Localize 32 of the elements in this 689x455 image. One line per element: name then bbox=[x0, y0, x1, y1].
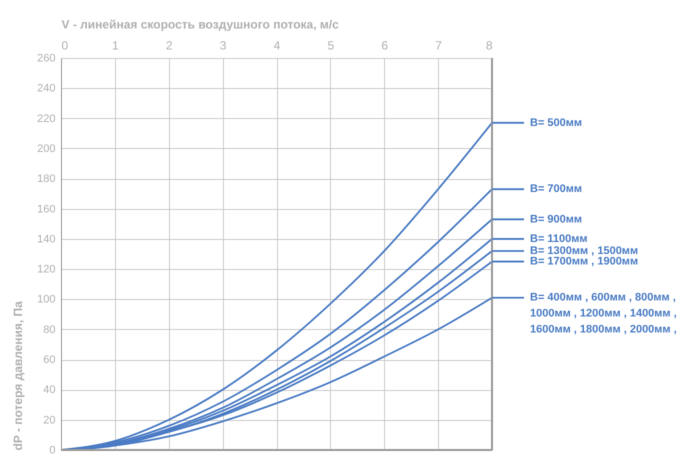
x-tick-label: 4 bbox=[274, 38, 281, 52]
y-tick-label: 220 bbox=[37, 112, 56, 125]
x-tick-label: 3 bbox=[220, 38, 227, 52]
legend-label: B= 700мм bbox=[530, 183, 582, 196]
x-tick-label: 6 bbox=[381, 38, 388, 52]
y-tick-label: 180 bbox=[37, 173, 56, 186]
y-tick-label: 140 bbox=[37, 233, 56, 246]
y-tick-label: 200 bbox=[37, 142, 56, 155]
x-tick-label: 2 bbox=[166, 38, 173, 52]
y-tick-label: 160 bbox=[37, 203, 56, 216]
legend-label: B= 500мм bbox=[530, 116, 582, 129]
x-tick-label: 7 bbox=[435, 38, 442, 52]
legend-label: B= 1700мм , 1900мм bbox=[530, 256, 638, 268]
y-tick-label: 60 bbox=[43, 354, 56, 366]
legend-label: B= 1100мм bbox=[530, 232, 588, 245]
y-tick-label: 0 bbox=[49, 444, 56, 455]
legend-label: B= 1300мм , 1500мм bbox=[530, 244, 638, 257]
legend-label: B= 400мм , 600мм , 800мм , 1000мм , 1200мм , 1400мм , 1600мм , 1800мм , 2000мм , bbox=[530, 292, 677, 336]
y-tick-label: 240 bbox=[37, 82, 56, 95]
y-tick-label: 40 bbox=[43, 384, 56, 396]
y-tick-label: 20 bbox=[43, 414, 56, 426]
x-tick-label: 0 bbox=[62, 38, 68, 52]
x-tick-label: 5 bbox=[328, 38, 335, 52]
x-tick-label: 8 bbox=[486, 38, 493, 52]
y-tick-label: 260 bbox=[37, 52, 56, 64]
y-tick-label: 80 bbox=[43, 324, 56, 336]
y-tick-label: 100 bbox=[37, 294, 56, 306]
y-tick-label: 120 bbox=[37, 264, 56, 276]
legend-label: B= 900мм bbox=[530, 213, 582, 226]
y-axis-title: dP - потеря давления, Па bbox=[11, 300, 26, 450]
x-tick-label: 1 bbox=[112, 38, 120, 52]
x-axis-title: V - линейная скорость воздушного потока, м/с bbox=[62, 18, 340, 32]
